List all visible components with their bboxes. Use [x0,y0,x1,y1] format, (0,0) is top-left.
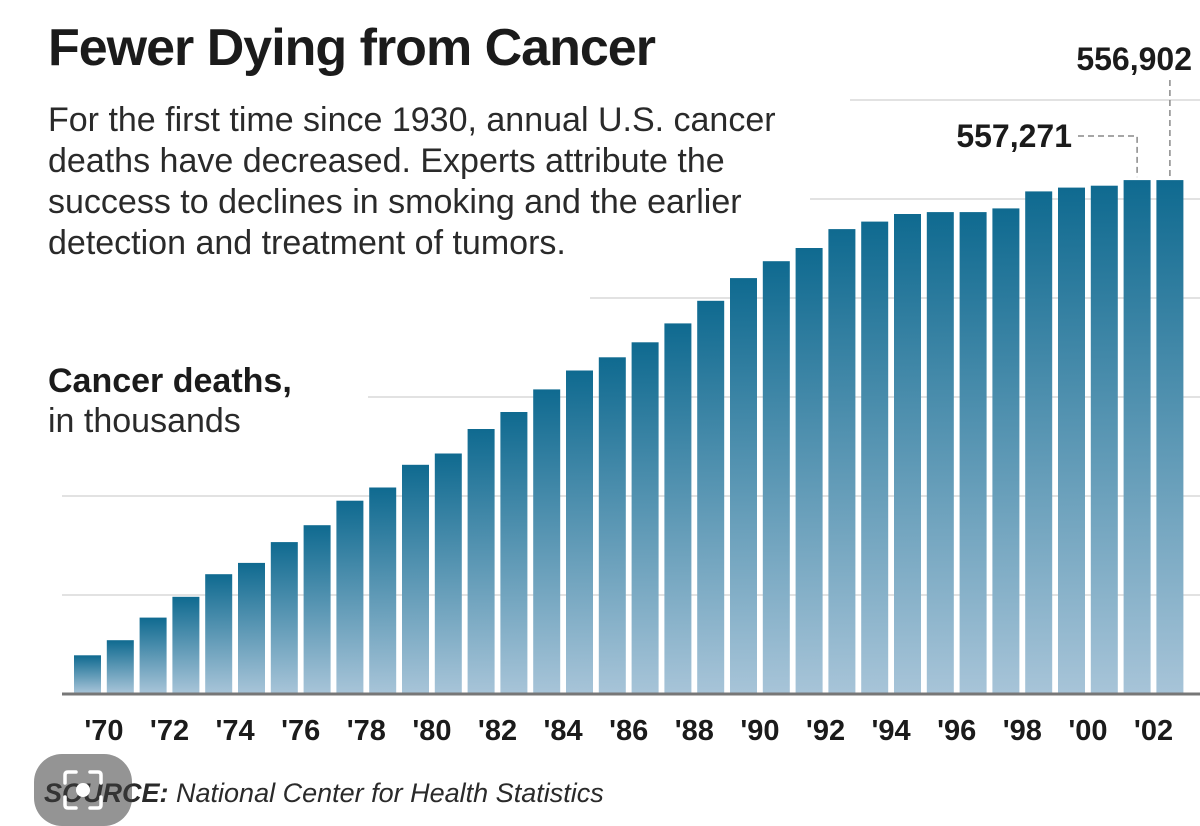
x-tick-label: '76 [281,715,320,747]
bar-1978 [336,500,364,693]
bar-1977 [303,525,331,693]
bar-1979 [369,487,397,693]
bar-2002 [1123,180,1151,694]
bar-1970 [74,655,101,693]
bar-1981 [434,453,462,693]
bar-1975 [238,562,265,693]
bar-1994 [861,221,889,693]
bar-1989 [697,300,725,693]
bar-1988 [664,323,692,693]
annotation-label-2003: 556,902 [1076,41,1192,77]
bar-1991 [762,261,790,693]
x-tick-label: '78 [347,715,386,747]
bar-1993 [828,229,856,693]
bar-1987 [631,342,659,693]
bar-1986 [598,357,626,693]
bar-1985 [566,370,593,693]
bar-1976 [270,542,298,693]
x-tick-label: '02 [1134,715,1173,747]
bar-1992 [795,248,823,693]
x-tick-label: '70 [84,715,123,747]
bar-1974 [205,574,233,693]
x-tick-label: '86 [609,715,648,747]
x-tick-labels: '70 '72 '74 '76 '78 '80 '82 '84 '86 '88 '90 '92 '94 '… [84,715,1173,747]
bar-1971 [106,640,134,693]
lens-glyph [63,770,103,810]
bar-1996 [926,212,954,693]
x-tick-label: '80 [412,715,451,747]
x-tick-label: '98 [1003,715,1042,747]
bar-1995 [894,214,921,693]
chart-subtitle: For the first time since 1930, annual U.… [48,101,776,262]
bar-1984 [533,389,561,693]
x-tick-label: '00 [1068,715,1107,747]
bar-1980 [402,464,429,693]
y-axis-label: Cancer deaths, [48,362,292,400]
image-search-icon[interactable] [34,754,132,826]
bar-1997 [959,212,987,693]
y-axis-unit: in thousands [48,402,241,440]
bar-1998 [992,208,1020,693]
chart-title: Fewer Dying from Cancer [48,19,656,77]
x-tick-label: '72 [150,715,189,747]
bar-2000 [1058,187,1085,693]
bar-2001 [1090,185,1118,693]
annotation-label-2002: 557,271 [956,118,1072,154]
x-tick-label: '90 [740,715,779,747]
x-tick-label: '96 [937,715,976,747]
x-tick-label: '94 [872,715,911,747]
bar-1983 [500,412,528,693]
x-tick-label: '92 [806,715,845,747]
bar-1982 [467,429,495,693]
bar-1972 [139,617,167,693]
x-tick-label: '74 [216,715,255,747]
bar-1999 [1025,191,1053,693]
annotation-leader-2002 [1078,135,1138,178]
bars [74,180,1184,694]
x-tick-label: '84 [544,715,583,747]
bar-1973 [172,596,200,693]
annotations: 557,271 556,902 [956,41,1192,178]
x-tick-label: '82 [478,715,517,747]
source-text: National Center for Health Statistics [168,778,604,808]
x-tick-label: '88 [675,715,714,747]
bar-2003 [1156,180,1184,694]
bar-1990 [730,278,757,693]
